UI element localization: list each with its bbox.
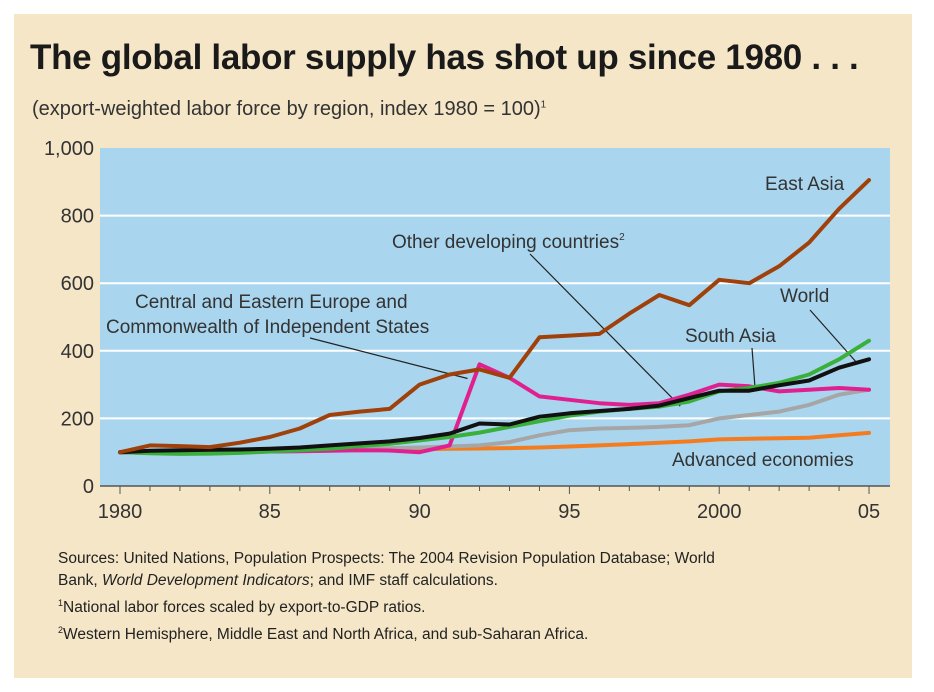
gridlines (100, 214, 890, 420)
sources-line-1: Sources: United Nations, Population Pros… (58, 550, 715, 567)
leader-south-asia (751, 347, 756, 390)
annotation-world: World (780, 286, 829, 307)
chart-title: The global labor supply has shot up sinc… (30, 38, 859, 77)
x-tick-label-2005: 05 (858, 501, 880, 523)
footnote-1: 1National labor forces scaled by export-… (58, 592, 880, 619)
y-tick-label-400: 400 (61, 341, 94, 363)
annotation-other-developing: Other developing countries2 (392, 232, 625, 253)
y-tick-label-600: 600 (61, 273, 94, 295)
series-line-other-developing-countries (118, 338, 871, 456)
annotation-cee-cis-line1: Central and Eastern Europe and (135, 292, 408, 313)
leader-cee-cis (309, 337, 468, 380)
annotation-advanced-economies: Advanced economies (672, 450, 854, 471)
x-tick-label-1985: 85 (259, 501, 281, 523)
sources-line-2-a: Bank, (58, 572, 102, 589)
footnote-2-text: Western Hemisphere, Middle East and Nort… (63, 626, 589, 644)
subtitle-footnote-marker: 1 (540, 99, 547, 111)
tick-labels: 0 200 400 600 800 1,000 1980 85 90 95 2000 05 (44, 138, 880, 523)
x-tick-label-1990: 90 (408, 501, 430, 523)
x-tick-label-2000: 2000 (697, 501, 742, 523)
y-tick-label-200: 200 (61, 408, 94, 430)
x-tick-label-1980: 1980 (98, 501, 143, 523)
sources-line-2: Bank, World Development Indicators; and … (58, 570, 880, 592)
x-tick-label-1995: 95 (558, 501, 580, 523)
series-line-east-asia (118, 178, 871, 455)
annotation-cee-cis-line2: Commonwealth of Independent States (106, 317, 429, 338)
footnote-2: 2Western Hemisphere, Middle East and Nor… (58, 619, 880, 646)
sources-notes: Sources: United Nations, Population Pros… (58, 548, 880, 646)
series-lines (118, 178, 871, 456)
footnote-2-marker: 2 (58, 625, 64, 636)
annotation-other-developing-note: 2 (619, 232, 625, 243)
y-tick-label-0: 0 (83, 476, 94, 498)
y-tick-label-1000: 1,000 (44, 138, 94, 160)
chart-subtitle: (export-weighted labor force by region, … (32, 98, 546, 121)
annotation-south-asia: South Asia (685, 326, 776, 347)
chart-subtitle-text: (export-weighted labor force by region, … (32, 98, 541, 120)
y-tick-label-800: 800 (61, 206, 94, 228)
footnote-1-text: National labor forces scaled by export-t… (63, 599, 426, 617)
sources-line-2-italic: World Development Indicators (101, 572, 310, 589)
sources-line-2-b: ; and IMF staff calculations. (309, 572, 498, 589)
axes (100, 485, 890, 494)
series-line-world (118, 357, 871, 455)
footnote-1-marker: 1 (58, 598, 64, 608)
annotation-other-developing-text: Other developing countries (392, 232, 619, 253)
annotation-east-asia: East Asia (765, 174, 845, 195)
